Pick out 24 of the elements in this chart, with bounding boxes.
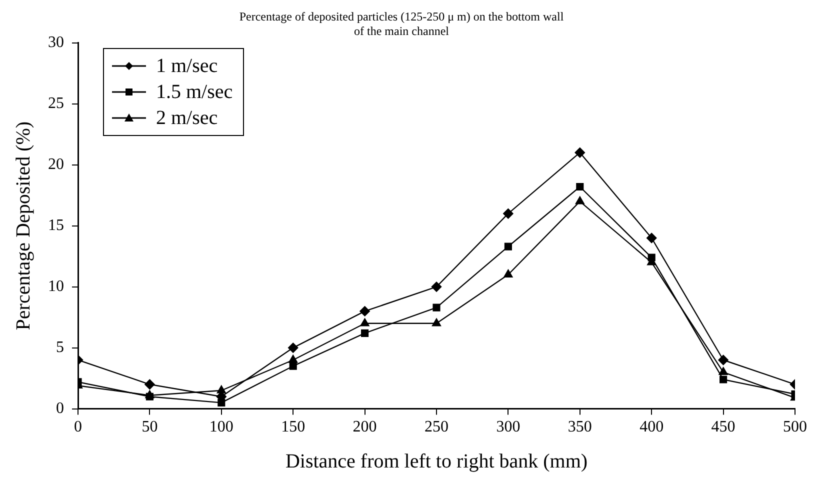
x-tick-label: 200 [352,418,377,436]
x-tick-label: 400 [640,418,664,436]
legend-label: 1 m/sec [156,54,218,79]
y-tick-label: 5 [56,339,64,356]
x-tick-label: 250 [424,418,448,436]
y-tick-label: 0 [56,400,64,418]
x-tick-label: 100 [209,418,234,436]
y-tick-label: 10 [48,278,64,296]
legend-label: 2 m/sec [156,106,218,131]
x-tick-label: 50 [142,418,158,436]
y-tick-label: 25 [48,95,64,112]
y-axis-title: Percentage Deposited (%) [12,121,34,330]
chart-title: Percentage of deposited particles (125-250 μ m) on the bottom wall of the main channel [239,9,564,38]
x-tick-label: 500 [783,418,807,436]
y-tick-label: 15 [48,217,64,234]
legend-label: 1.5 m/sec [156,80,233,105]
x-axis-title: Distance from left to right bank (mm) [285,450,588,472]
x-tick-label: 300 [496,418,520,436]
x-tick-label: 350 [568,418,592,436]
x-tick-label: 450 [711,418,736,436]
x-tick-label: 150 [281,418,306,436]
y-tick-label: 30 [48,34,64,52]
y-tick-label: 20 [48,156,64,174]
x-tick-label: 0 [74,418,82,436]
